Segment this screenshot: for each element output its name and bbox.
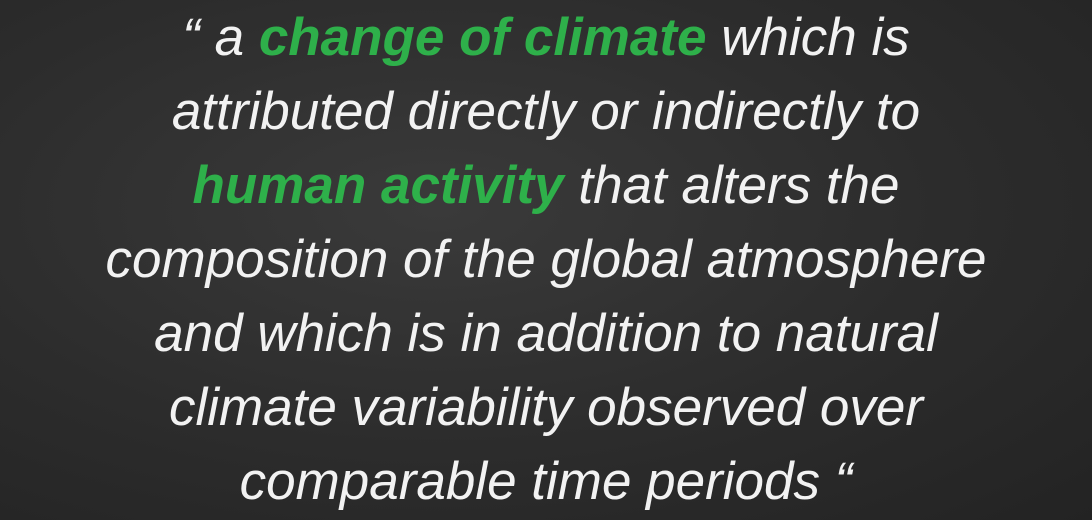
quote-line: human activity that alters the	[0, 149, 1092, 223]
quote-line: and which is in addition to natural	[0, 297, 1092, 371]
quote-text: comparable time periods “	[239, 452, 853, 511]
highlight-text: change of climate	[258, 8, 707, 67]
quote-text: and which is in addition to natural	[154, 304, 938, 363]
quote-text: that alters the	[563, 156, 900, 215]
quote-text: attributed directly or indirectly to	[171, 82, 921, 141]
quote-text: climate variability observed over	[168, 378, 924, 437]
quote-line: climate variability observed over	[0, 371, 1092, 445]
quote-line: attributed directly or indirectly to	[0, 75, 1092, 149]
quote-text: composition of the global atmosphere	[105, 230, 987, 289]
quote-text: “ a	[182, 8, 259, 67]
quote-line: “ a change of climate which is	[0, 1, 1092, 75]
quote-text: which is	[706, 8, 910, 67]
quote-line: comparable time periods “	[0, 445, 1092, 519]
highlight-text: human activity	[192, 156, 564, 215]
quote-line: composition of the global atmosphere	[0, 223, 1092, 297]
